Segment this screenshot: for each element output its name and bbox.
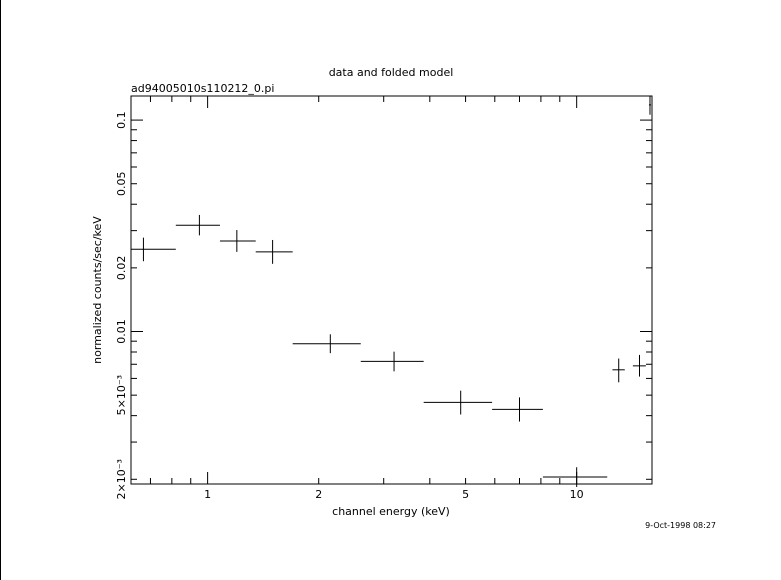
data-point (219, 230, 256, 252)
x-axis-label: channel energy (keV) (332, 505, 450, 518)
data-point (175, 214, 220, 236)
y-tick-label: 0.05 (115, 171, 128, 196)
data-point (255, 239, 293, 264)
y-tick-label: 0.02 (115, 256, 128, 281)
x-tick-label: 1 (204, 488, 211, 501)
x-tick-labels: 1 2 5 10 (204, 488, 584, 501)
y-tick-labels: 2×10⁻³ 5×10⁻³ 0.01 0.02 0.05 0.1 (115, 111, 128, 499)
data-point (131, 237, 176, 262)
y-tick-label: 5×10⁻³ (115, 375, 128, 415)
chart-title: data and folded model (329, 66, 454, 79)
data-points (131, 96, 651, 487)
data-point (423, 390, 493, 415)
y-tick-label: 0.1 (115, 111, 128, 129)
y-tick-label: 0.01 (115, 319, 128, 344)
x-tick-label: 5 (462, 488, 469, 501)
y-axis-label: normalized counts/sec/keV (91, 216, 104, 364)
axis-ticks (131, 96, 652, 484)
data-point (612, 358, 625, 383)
y-tick-label: 2×10⁻³ (115, 459, 128, 499)
plot-frame (130, 95, 653, 485)
x-tick-label: 10 (570, 488, 584, 501)
chart-subtitle: ad94005010s110212_0.pi (131, 82, 274, 95)
data-point (492, 397, 543, 422)
data-point (360, 351, 424, 372)
data-point (292, 334, 361, 354)
data-point (648, 96, 651, 115)
window-edge (0, 0, 1, 580)
data-point (542, 467, 608, 487)
x-tick-label: 2 (315, 488, 322, 501)
plot-timestamp: 9-Oct-1998 08:27 (645, 521, 716, 530)
data-point (632, 354, 646, 377)
